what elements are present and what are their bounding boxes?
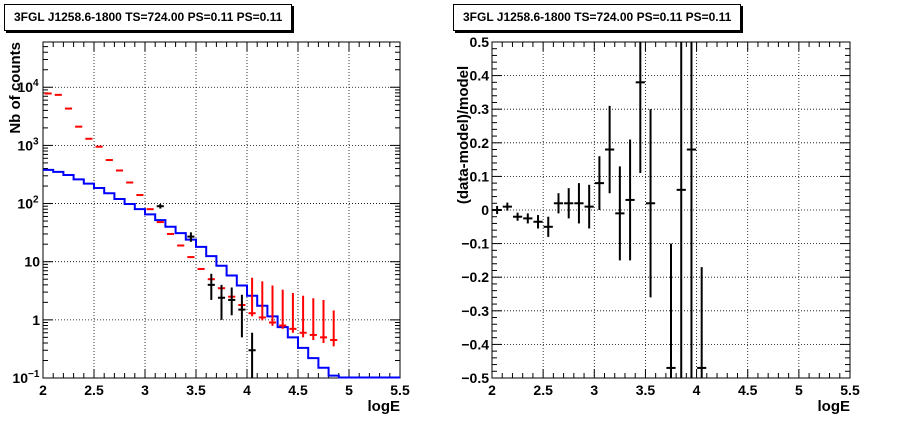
left-y-tick-label: 10 [12,370,28,386]
left-y-tick-exponent: −1 [28,369,40,380]
right-y-tick-label: 0.1 [470,168,490,184]
right-y-tick-label: −0.2 [461,269,489,285]
left-x-tick-label: 3.5 [186,382,206,398]
left-y-tick-exponent: 4 [33,78,39,89]
right-y-tick-label: 0.3 [470,101,490,117]
left-chart-title: 3FGL J1258.6-1800 TS=724.00 PS=0.11 PS=0… [4,4,293,31]
left-plot-frame [42,41,401,379]
left-y-axis-title: Nb of counts [7,42,24,134]
right-chart-title: 3FGL J1258.6-1800 TS=724.00 PS=0.11 PS=0… [453,4,742,31]
right-x-tick-label: 5 [795,382,803,398]
left-y-tick-exponent: 3 [33,136,39,147]
right-y-tick-label: 0 [481,202,489,218]
left-x-tick-label: 3 [141,382,149,398]
left-x-tick-label: 4 [243,382,251,398]
right-x-tick-label: 4 [693,382,701,398]
right-y-tick-label: 0.2 [470,135,490,151]
right-y-tick-label: 0.4 [470,68,490,84]
right-x-tick-label: 2 [488,382,496,398]
right-y-axis-title: (data-model)/model [455,66,472,204]
right-y-tick-label: −0.5 [461,370,489,386]
right-y-tick-label: 0.5 [470,34,490,50]
right-y-tick-label: −0.4 [461,336,489,352]
right-x-tick-label: 2.5 [533,382,553,398]
model-histogram-line [43,168,400,379]
left-x-tick-label: 5 [345,382,353,398]
right-chart: 2 2.5 3 3.5 4 4.5 5 5.5 −0.5 −0.4 −0.3 −0.2 −0.1 0 0.1… [455,34,860,415]
right-y-tick-label: −0.1 [461,236,489,252]
left-y-tick-label: 1 [32,312,40,328]
left-y-tick-label: 10 [24,254,40,270]
right-x-tick-label: 5.5 [840,382,860,398]
right-y-tick-label: −0.3 [461,303,489,319]
left-x-tick-label: 2.5 [84,382,104,398]
left-x-tick-label: 2 [39,382,47,398]
left-y-tick-exponent: 2 [33,195,39,206]
left-y-tick-label: 10 [17,79,33,95]
left-x-tick-label: 5.5 [390,382,410,398]
right-x-tick-label: 3.5 [636,382,656,398]
left-x-tick-label: 4.5 [288,382,308,398]
right-x-tick-label: 3 [590,382,598,398]
left-y-tick-label: 10 [17,137,33,153]
right-x-axis-title: logE [818,398,851,415]
left-y-tick-label: 10 [17,196,33,212]
left-x-axis-title: logE [368,398,401,415]
right-x-tick-label: 4.5 [738,382,758,398]
